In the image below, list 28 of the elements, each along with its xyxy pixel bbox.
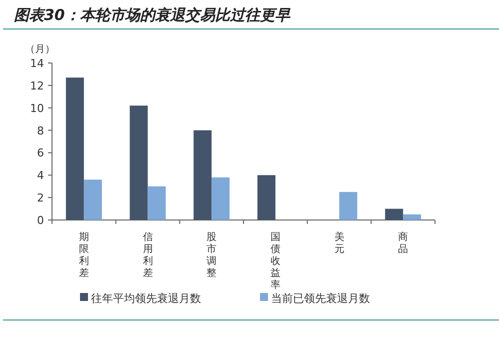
bar xyxy=(194,130,212,220)
y-tick-label: 6 xyxy=(37,146,44,160)
y-tick-label: 10 xyxy=(30,102,44,115)
y-tick-label: 2 xyxy=(37,192,44,205)
x-tick-label: 商品 xyxy=(398,231,408,255)
bar xyxy=(403,214,422,220)
x-tick-label: 美元 xyxy=(334,231,344,255)
x-tick-label: 期限利差 xyxy=(78,231,89,279)
bar xyxy=(257,175,276,220)
bar xyxy=(148,186,166,220)
x-tick-label: 股市调整 xyxy=(206,232,217,279)
chart-title: 图表30：本轮市场的衰退交易比过往更早 xyxy=(14,6,291,24)
y-tick-label: 12 xyxy=(30,79,44,92)
bar xyxy=(66,78,84,220)
y-tick-label: 8 xyxy=(37,124,44,138)
y-tick-label: 14 xyxy=(30,57,44,70)
x-tick-label: 国债收益率 xyxy=(270,232,280,291)
bar xyxy=(130,106,148,220)
y-axis-title: （月） xyxy=(25,44,55,55)
bar xyxy=(84,180,102,220)
legend-label: 往年平均领先衰退月数 xyxy=(91,292,201,305)
bar xyxy=(339,192,358,220)
x-tick-label: 信用利差 xyxy=(142,231,153,279)
bar xyxy=(385,208,404,220)
y-tick-label: 0 xyxy=(37,214,44,227)
y-tick-label: 4 xyxy=(37,169,44,182)
legend-label: 当前已领先衰退月数 xyxy=(271,292,370,305)
bar xyxy=(212,177,230,220)
